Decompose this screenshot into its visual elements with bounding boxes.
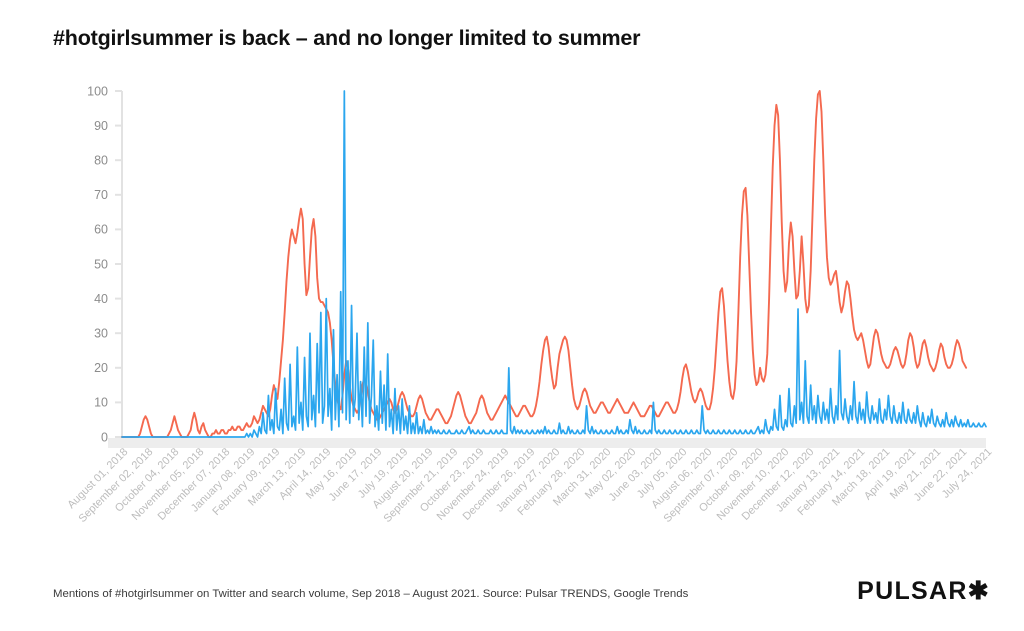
y-axis-tick-label: 100 xyxy=(87,84,108,98)
y-axis-tick-label: 60 xyxy=(94,223,108,237)
y-axis-tick-label: 90 xyxy=(94,119,108,133)
y-axis-tick-label: 20 xyxy=(94,361,108,375)
y-axis: 0 10 20 30 40 50 60 70 80 90 100 xyxy=(87,84,123,444)
chart-line-series xyxy=(121,90,987,438)
y-axis-tick-label: 50 xyxy=(94,257,108,271)
y-axis-tick-label: 10 xyxy=(94,396,108,410)
y-axis-tick-label: 70 xyxy=(94,188,108,202)
y-axis-tick-label: 30 xyxy=(94,326,108,340)
baseline-band xyxy=(108,438,986,448)
chart-svg: 0 10 20 30 40 50 60 70 80 90 100 xyxy=(87,84,987,448)
page-title: #hotgirlsummer is back – and no longer l… xyxy=(53,26,641,50)
y-axis-tick-label: 80 xyxy=(94,153,108,167)
chart-plot-area: 0 10 20 30 40 50 60 70 80 90 100 xyxy=(0,80,1024,460)
chart-line-series xyxy=(121,90,968,438)
y-axis-tick-label: 40 xyxy=(94,292,108,306)
chart-caption: Mentions of #hotgirlsummer on Twitter an… xyxy=(53,588,689,600)
y-axis-tick-label: 0 xyxy=(101,430,108,444)
chart-series-group xyxy=(121,90,987,438)
baseline-band-rect xyxy=(108,438,986,448)
pulsar-logo: PULSAR✱ xyxy=(857,577,990,605)
